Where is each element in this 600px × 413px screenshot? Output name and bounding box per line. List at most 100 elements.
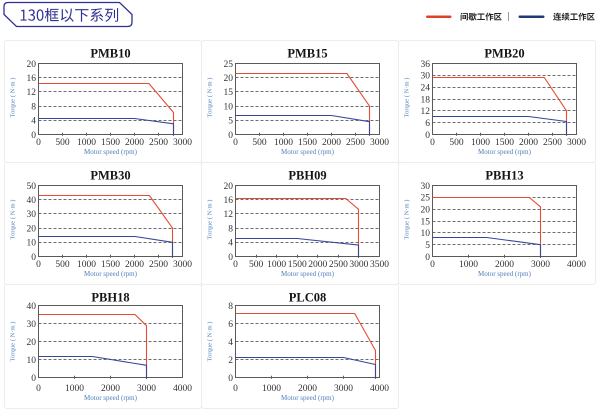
svg-text:1000: 1000 [262,384,281,394]
svg-text:1000: 1000 [77,138,96,148]
svg-text:40: 40 [27,196,37,206]
svg-text:2500: 2500 [543,138,562,148]
svg-text:PBH13: PBH13 [485,169,523,183]
svg-text:PBH18: PBH18 [91,291,129,305]
svg-text:0: 0 [425,131,430,141]
svg-text:0: 0 [228,374,233,384]
svg-text:18: 18 [421,95,431,105]
svg-text:3000: 3000 [334,384,353,394]
svg-text:2000: 2000 [519,138,538,148]
svg-text:30: 30 [421,182,431,192]
svg-text:0: 0 [31,374,36,384]
svg-text:0: 0 [233,138,238,148]
svg-text:2000: 2000 [298,384,317,394]
svg-text:2000: 2000 [125,260,144,270]
svg-text:PLC08: PLC08 [289,291,327,305]
svg-text:Torque ( N·m ): Torque ( N·m ) [10,321,17,361]
svg-text:Motor speed (rpm): Motor speed (rpm) [84,270,138,278]
svg-text:Motor speed (rpm): Motor speed (rpm) [84,148,138,156]
svg-text:4000: 4000 [567,260,586,270]
svg-text:1500: 1500 [495,138,514,148]
svg-text:8: 8 [228,302,233,312]
svg-text:8: 8 [228,224,233,234]
svg-text:2: 2 [228,356,233,366]
svg-text:3000: 3000 [349,260,368,270]
svg-text:2500: 2500 [346,138,365,148]
svg-text:3000: 3000 [567,138,586,148]
svg-text:Torque ( N·m ): Torque ( N·m ) [207,77,214,117]
svg-text:8: 8 [31,102,36,112]
svg-text:500: 500 [249,260,264,270]
svg-text:0: 0 [233,260,238,270]
svg-text:500: 500 [449,138,464,148]
svg-text:3000: 3000 [370,138,389,148]
svg-text:Motor speed (rpm): Motor speed (rpm) [84,394,138,402]
svg-text:500: 500 [55,260,70,270]
svg-text:PBH09: PBH09 [288,169,326,183]
svg-text:12: 12 [27,88,37,98]
svg-text:2500: 2500 [329,260,348,270]
svg-text:25: 25 [421,194,431,204]
svg-text:2000: 2000 [495,260,514,270]
svg-text:4: 4 [31,117,36,127]
svg-text:36: 36 [421,60,431,70]
svg-text:0: 0 [31,131,36,141]
svg-text:Torque ( N·m ): Torque ( N·m ) [404,77,411,117]
svg-text:PMB30: PMB30 [90,169,130,183]
svg-text:20: 20 [27,338,37,348]
svg-text:10: 10 [27,356,37,366]
svg-text:2000: 2000 [101,384,120,394]
svg-text:50: 50 [27,182,37,192]
svg-text:20: 20 [27,60,37,70]
svg-text:10: 10 [27,239,37,249]
svg-text:1500: 1500 [288,260,307,270]
svg-text:Motor speed (rpm): Motor speed (rpm) [281,394,335,402]
svg-text:2500: 2500 [149,260,168,270]
svg-text:3000: 3000 [531,260,550,270]
svg-text:16: 16 [224,196,234,206]
svg-text:0: 0 [36,260,41,270]
svg-text:PMB20: PMB20 [484,47,524,61]
svg-text:Motor speed (rpm): Motor speed (rpm) [281,148,335,156]
svg-text:4: 4 [228,239,233,249]
svg-text:12: 12 [421,107,431,117]
svg-text:500: 500 [55,138,70,148]
svg-text:20: 20 [27,224,37,234]
svg-text:40: 40 [27,302,37,312]
svg-text:1000: 1000 [471,138,490,148]
svg-text:PMB10: PMB10 [90,47,130,61]
svg-text:0: 0 [430,138,435,148]
svg-text:0: 0 [228,131,233,141]
svg-text:12: 12 [224,210,234,220]
svg-text:20: 20 [421,206,431,216]
svg-text:0: 0 [36,384,41,394]
svg-text:15: 15 [421,217,431,227]
svg-text:Motor speed (rpm): Motor speed (rpm) [478,270,532,278]
svg-text:5: 5 [228,117,233,127]
svg-text:2500: 2500 [149,138,168,148]
svg-text:2000: 2000 [308,260,327,270]
svg-text:0: 0 [233,384,238,394]
svg-text:PMB15: PMB15 [287,47,327,61]
svg-text:1500: 1500 [101,138,120,148]
svg-text:0: 0 [36,138,41,148]
svg-text:2000: 2000 [125,138,144,148]
svg-text:2000: 2000 [322,138,341,148]
svg-text:30: 30 [27,320,37,330]
svg-text:4000: 4000 [173,384,192,394]
svg-text:1000: 1000 [274,138,293,148]
svg-text:6: 6 [425,119,430,129]
svg-text:0: 0 [430,260,435,270]
svg-text:10: 10 [421,229,431,239]
svg-text:500: 500 [252,138,267,148]
svg-text:1000: 1000 [77,260,96,270]
svg-text:30: 30 [27,210,37,220]
svg-text:20: 20 [224,182,234,192]
svg-text:Torque ( N·m ): Torque ( N·m ) [207,199,214,239]
svg-text:Motor speed (rpm): Motor speed (rpm) [478,148,532,156]
svg-text:Torque ( N·m ): Torque ( N·m ) [10,199,17,239]
svg-text:Motor speed (rpm): Motor speed (rpm) [281,270,335,278]
svg-text:4000: 4000 [370,384,389,394]
svg-text:0: 0 [31,253,36,263]
svg-text:1000: 1000 [459,260,478,270]
